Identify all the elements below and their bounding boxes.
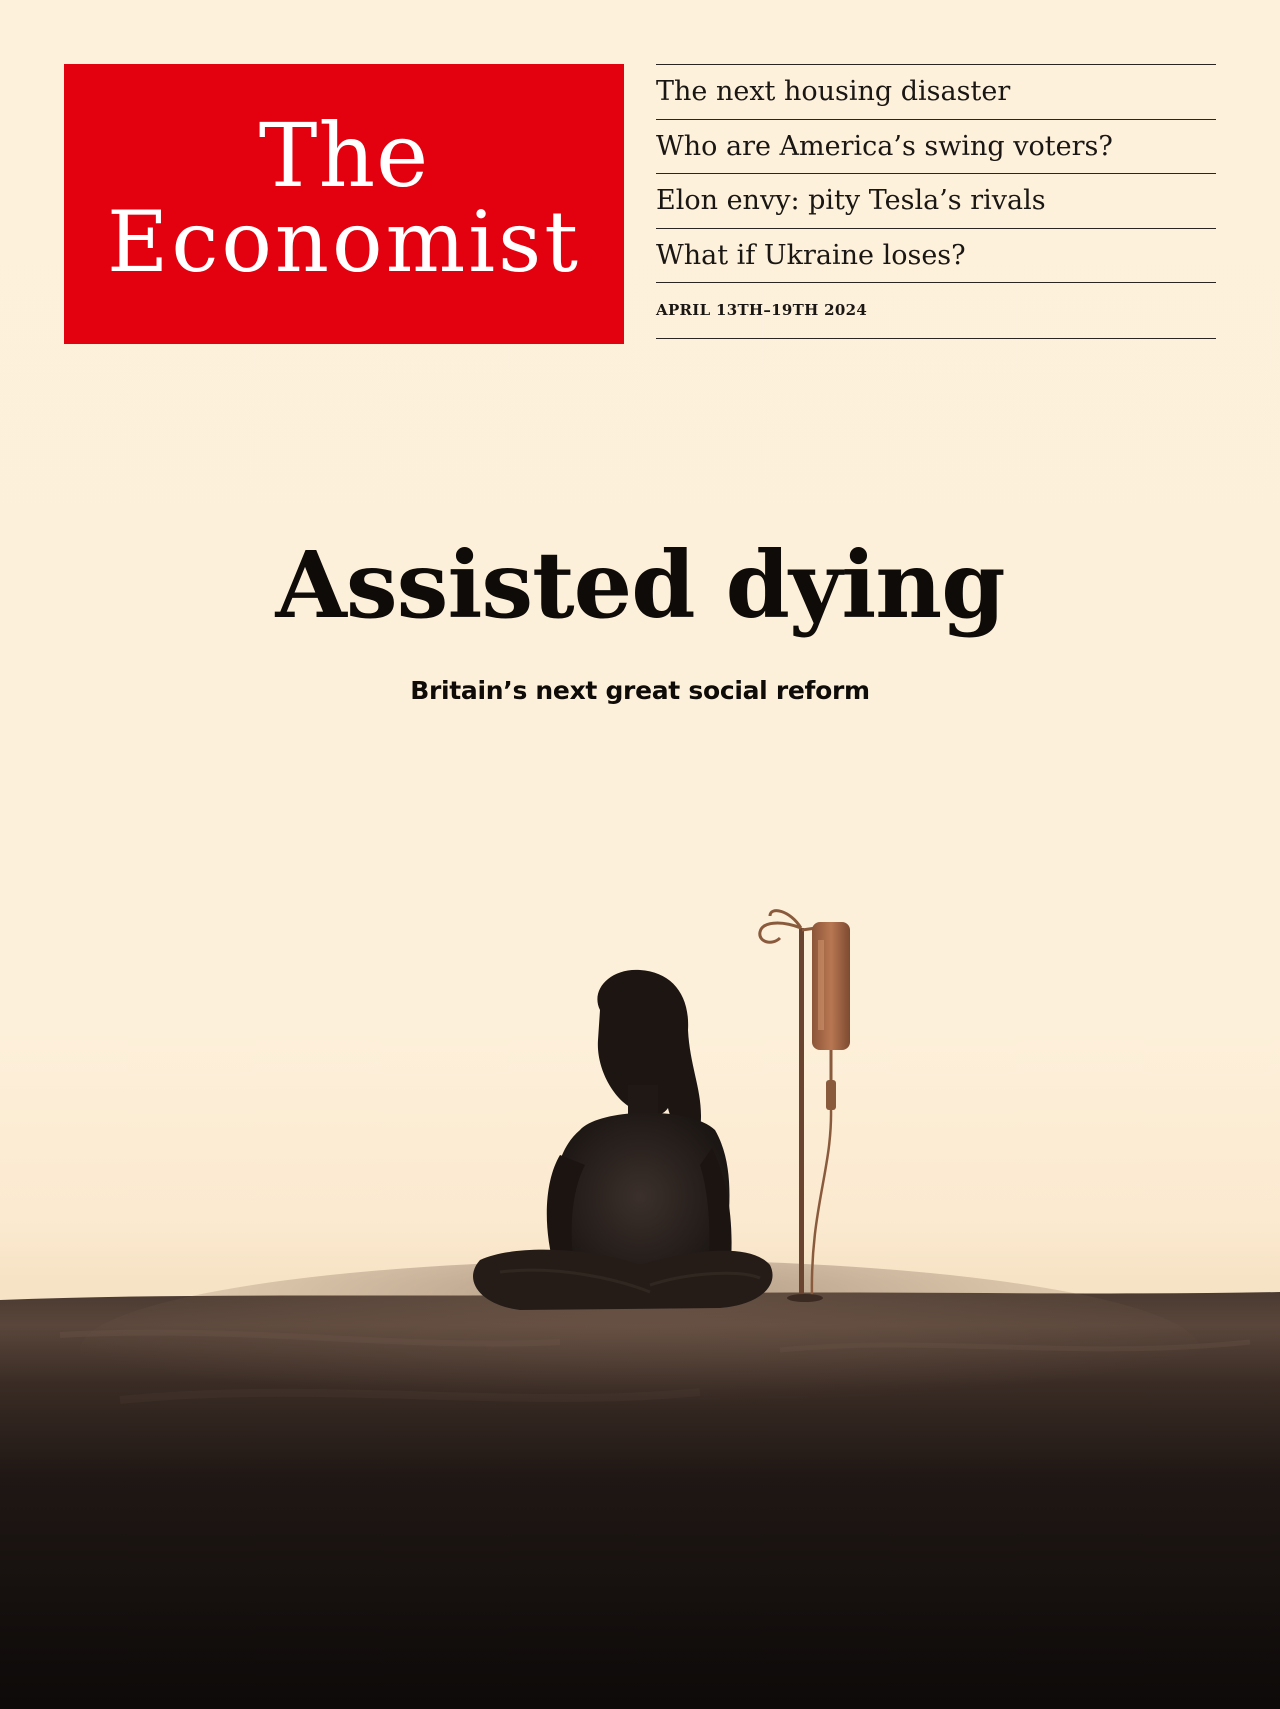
figure-silhouette	[473, 969, 773, 1310]
coverline-item: What if Ukraine loses?	[656, 227, 1216, 283]
coverline-item: Who are America’s swing voters?	[656, 118, 1216, 174]
cover-illustration	[0, 909, 1280, 1709]
coverline-item: The next housing disaster	[656, 64, 1216, 119]
cover-headline: Assisted dying	[275, 531, 1005, 639]
masthead-logo: The Economist	[64, 64, 624, 344]
coverlines-list: The next housing disaster Who are Americ…	[656, 64, 1216, 339]
issue-date: APRIL 13TH–19TH 2024	[656, 282, 1216, 339]
coverline-item: Elon envy: pity Tesla’s rivals	[656, 173, 1216, 228]
masthead-line-economist: Economist	[107, 193, 581, 291]
cover-subheadline: Britain’s next great social reform	[410, 676, 870, 705]
masthead-line-the: The	[258, 104, 430, 207]
